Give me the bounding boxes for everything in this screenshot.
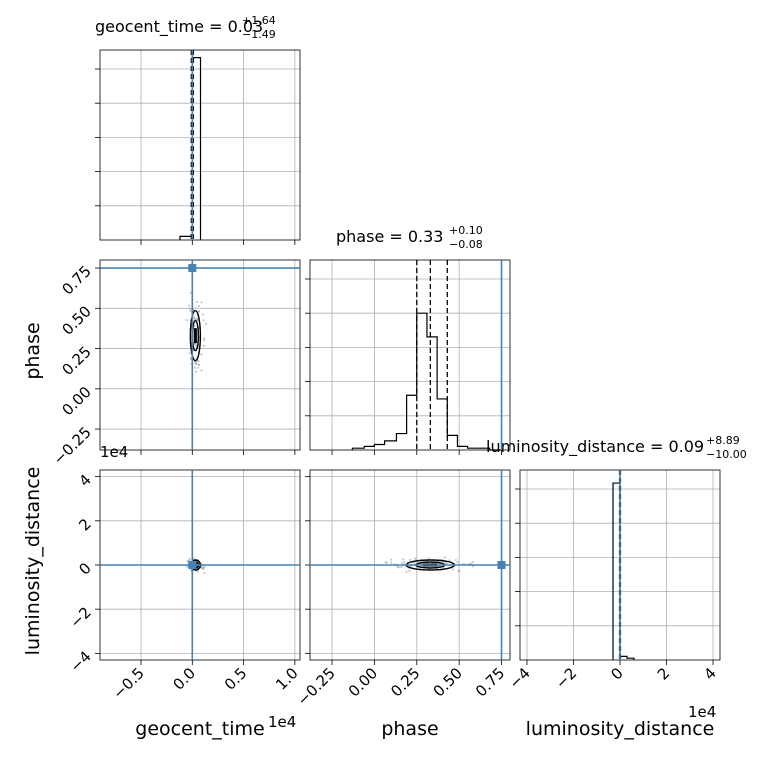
ytick-label-phase: −0.25 bbox=[50, 423, 95, 468]
xtick-label-luminosity_distance: −2 bbox=[552, 664, 580, 692]
hist-geocent-time bbox=[95, 49, 301, 245]
histogram-steps bbox=[179, 57, 202, 240]
title-phase: phase = 0.33 bbox=[336, 227, 443, 246]
ytick-label-luminosity_distance: −2 bbox=[66, 603, 94, 631]
xtick-label-phase: 0.75 bbox=[472, 664, 508, 700]
xtick-label-phase: 0.00 bbox=[345, 664, 381, 700]
ytick-label-luminosity_distance: 4 bbox=[75, 471, 94, 490]
ytick-label-phase: 0.50 bbox=[58, 302, 94, 338]
xtick-label-luminosity_distance: −4 bbox=[505, 664, 533, 692]
title-luminosity-distance: luminosity_distance = 0.09 bbox=[486, 437, 704, 457]
truth-marker bbox=[188, 561, 197, 569]
title-geocent-time-sup: +1.64 bbox=[242, 14, 276, 27]
histogram-steps bbox=[612, 482, 635, 660]
offset-geocent-time-x: 1e4 bbox=[268, 713, 296, 731]
truth-marker bbox=[497, 561, 506, 569]
xtick-label-phase: 0.50 bbox=[430, 664, 466, 700]
xtick-label-geocent_time: 0.5 bbox=[221, 664, 251, 694]
hist-phase bbox=[305, 259, 511, 455]
ytick-label-phase: 0.25 bbox=[58, 343, 94, 379]
title-phase-sub: −0.08 bbox=[449, 238, 483, 251]
scatter-luminosity-distance-vs-phase: −0.25 0.00 0.25 0.50 0.75 bbox=[294, 469, 511, 709]
xtick-label-luminosity_distance: 2 bbox=[654, 664, 673, 683]
density-core bbox=[193, 328, 197, 344]
ytick-label-luminosity_distance: 0 bbox=[75, 559, 94, 578]
xtick-label-phase: 0.25 bbox=[387, 664, 423, 700]
hist-luminosity-distance: −4 −2 0 2 4 bbox=[505, 469, 721, 692]
ylabel-phase: phase bbox=[22, 322, 44, 379]
xtick-label-phase: −0.25 bbox=[294, 664, 339, 709]
title-luminosity-distance-sub: −10.00 bbox=[706, 448, 747, 461]
ytick-label-luminosity_distance: −4 bbox=[66, 647, 94, 675]
title-phase-sup: +0.10 bbox=[449, 224, 483, 237]
ylabel-luminosity-distance: luminosity_distance bbox=[22, 467, 44, 656]
scatter-phase-vs-geocent-time: −0.25 0.00 0.25 0.50 0.75 bbox=[50, 259, 301, 468]
xtick-label-geocent_time: −0.5 bbox=[109, 664, 147, 702]
xtick-label-luminosity_distance: 0 bbox=[607, 664, 626, 683]
xtick-label-geocent_time: 0.0 bbox=[170, 664, 200, 694]
xtick-label-luminosity_distance: 4 bbox=[700, 664, 719, 683]
title-geocent-time-sub: −1.49 bbox=[242, 28, 276, 41]
xlabel-phase: phase bbox=[381, 718, 438, 740]
xlabel-geocent-time: geocent_time bbox=[135, 718, 264, 740]
offset-luminosity-distance-y: 1e4 bbox=[100, 443, 128, 461]
xlabel-luminosity-distance: luminosity_distance bbox=[526, 718, 715, 740]
title-geocent-time: geocent_time = 0.03 bbox=[95, 17, 263, 37]
title-luminosity-distance-sup: +8.89 bbox=[706, 434, 740, 447]
scatter-luminosity-distance-vs-geocent-time: −0.5 0.0 0.5 1.0 −4 −2 0 2 4 bbox=[66, 469, 302, 703]
contour-outer bbox=[189, 309, 202, 362]
truth-marker bbox=[188, 264, 197, 273]
ytick-label-phase: 0.00 bbox=[58, 383, 94, 419]
ytick-label-luminosity_distance: 2 bbox=[75, 515, 94, 534]
xtick-label-geocent_time: 1.0 bbox=[272, 664, 302, 694]
histogram-steps bbox=[351, 312, 502, 451]
ytick-label-phase: 0.75 bbox=[58, 262, 94, 298]
offset-luminosity-distance-x: 1e4 bbox=[688, 703, 716, 721]
